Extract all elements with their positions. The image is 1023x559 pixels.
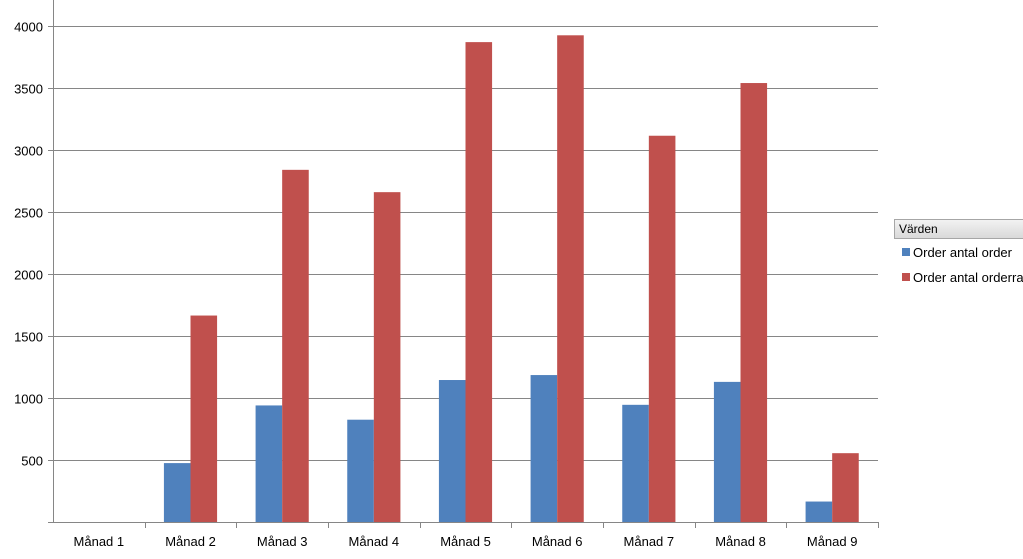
bar-s2-7 <box>648 135 676 523</box>
bar-s2-4 <box>373 192 401 522</box>
bar-s1-6 <box>530 375 558 522</box>
bar-s2-8 <box>740 83 768 522</box>
bar-s1-9 <box>805 501 833 522</box>
axes <box>48 0 879 528</box>
x-tick-label-3: Månad 3 <box>257 534 308 549</box>
y-tick-label-4000: 4000 <box>14 20 43 35</box>
x-tick-label-5: Månad 5 <box>440 534 491 549</box>
bar-s2-3 <box>282 169 309 522</box>
bar-s1-5 <box>438 380 466 522</box>
x-tick-label-4: Månad 4 <box>349 534 400 549</box>
y-tick-label-2500: 2500 <box>14 206 43 221</box>
bar-s1-4 <box>347 419 374 522</box>
legend-item-order-antal-orderrader[interactable]: Order antal orderrader <box>894 265 1023 290</box>
x-tick-label-7: Månad 7 <box>624 534 675 549</box>
bar-s1-2 <box>163 463 191 522</box>
y-tick-label-1000: 1000 <box>14 392 43 407</box>
y-tick-label-500: 500 <box>21 454 43 469</box>
x-tick-label-6: Månad 6 <box>532 534 583 549</box>
bar-s1-8 <box>713 381 741 522</box>
y-tick-label-3500: 3500 <box>14 82 43 97</box>
legend-swatch-order-antal-order <box>902 248 910 256</box>
legend-item-order-antal-order[interactable]: Order antal order <box>894 240 1023 265</box>
legend-title[interactable]: Värden <box>894 219 1023 239</box>
y-tick-label-1500: 1500 <box>14 330 43 345</box>
y-tick-label-2000: 2000 <box>14 268 43 283</box>
x-tick-label-1: Månad 1 <box>74 534 125 549</box>
bars <box>163 35 859 523</box>
bar-s2-2 <box>190 315 218 522</box>
bar-s2-9 <box>832 453 859 522</box>
bar-s1-3 <box>255 405 283 522</box>
bar-s2-6 <box>557 35 584 523</box>
legend-label: Order antal orderrader <box>913 270 1023 285</box>
x-tick-label-2: Månad 2 <box>165 534 216 549</box>
y-tick-label-3000: 3000 <box>14 144 43 159</box>
labels: 500 1000 1500 2000 2500 3000 3500 4000 Månad 1 Må… <box>14 20 857 550</box>
bar-s2-5 <box>465 42 493 523</box>
legend-swatch-order-antal-orderrader <box>902 273 910 281</box>
legend[interactable]: Värden Order antal order Order antal ord… <box>894 219 1023 290</box>
x-tick-label-9: Månad 9 <box>807 534 858 549</box>
legend-items: Order antal order Order antal orderrader <box>894 239 1023 290</box>
legend-label: Order antal order <box>913 245 1012 260</box>
x-tick-label-8: Månad 8 <box>715 534 766 549</box>
bar-s1-7 <box>622 404 649 522</box>
